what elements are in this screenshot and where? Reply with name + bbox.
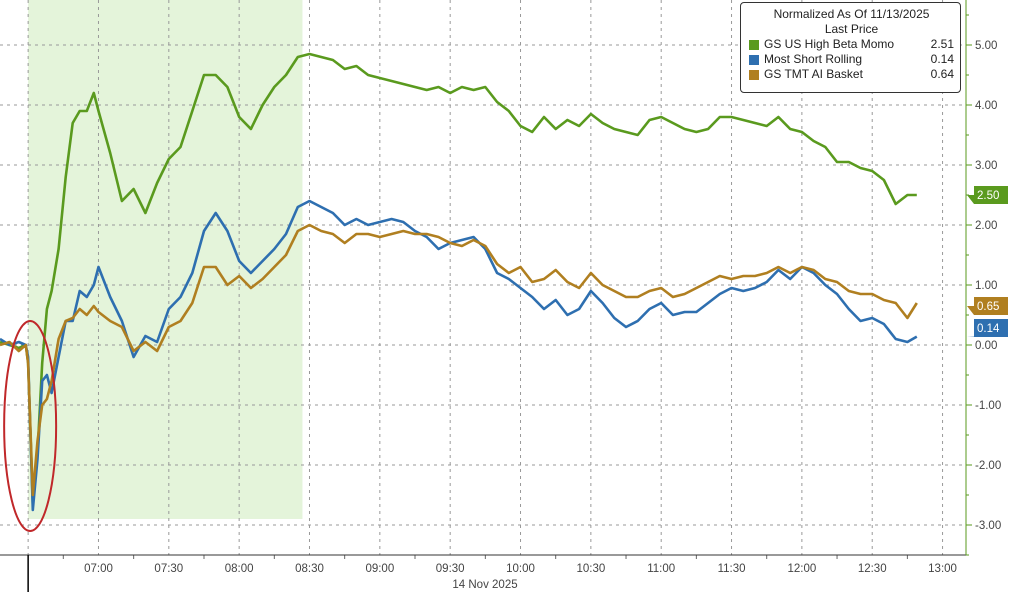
x-tick-label: 10:00 [506,563,535,575]
legend-entry: GS TMT AI Basket 0.64 [749,67,954,82]
legend-entry-value: 0.64 [930,67,954,81]
legend-entry-name: GS TMT AI Basket [764,67,863,81]
y-tick-label: -2.00 [975,460,1001,472]
last-value-badge-label: 0.14 [977,323,1000,335]
series-line [0,223,918,497]
annotation-layer [3,320,58,532]
legend-swatch [749,54,759,65]
x-tick-label: 12:30 [858,563,887,575]
legend-entry: Most Short Rolling 0.14 [749,52,954,67]
y-tick-label: 3.00 [975,160,997,172]
x-tick-label: 07:00 [84,563,113,575]
x-tick-label: 07:30 [154,563,183,575]
x-tick-label: 09:00 [365,563,394,575]
last-value-badge [967,186,1008,204]
series-line [0,52,917,506]
shaded-region-layer [28,0,303,519]
x-axis-date-label: 14 Nov 2025 [452,579,517,591]
y-tick-label: -1.00 [975,400,1001,412]
legend: Normalized As Of 11/13/2025 Last Price G… [740,2,961,93]
red-ellipse-annotation [3,320,58,532]
x-tick-label: 08:30 [295,563,324,575]
y-tick-label: 2.00 [975,220,997,232]
legend-swatch [749,39,759,50]
legend-swatch [749,69,759,80]
x-tick-label: 08:00 [225,563,254,575]
y-tick-label: 1.00 [975,280,997,292]
y-tick-label: 5.00 [975,40,997,52]
legend-entry: GS US High Beta Momo 2.51 [749,37,954,52]
series-line [0,199,918,512]
legend-title: Normalized As Of 11/13/2025 [773,7,930,21]
x-tick-label: 10:30 [576,563,605,575]
y-tick-label: 4.00 [975,100,997,112]
last-value-badge-label: 2.50 [977,190,999,202]
last-value-badge [967,319,1008,337]
last-value-badge [967,297,1008,315]
y-tick-label: -3.00 [975,520,1001,532]
x-tick-label: 11:00 [647,563,675,575]
x-tick-label: 11:30 [718,563,746,575]
last-value-badge-label: 0.65 [977,301,999,313]
legend-subtitle: Last Price [824,22,879,36]
x-tick-label: 09:30 [436,563,465,575]
legend-entry-name: Most Short Rolling [764,52,863,66]
x-tick-label: 12:00 [787,563,816,575]
shaded-region [28,0,303,519]
x-tick-label: 13:00 [928,563,957,575]
legend-entry-name: GS US High Beta Momo [764,37,895,51]
series-layer [0,52,918,512]
legend-entry-value: 2.51 [930,37,954,51]
grid-layer [0,0,966,555]
legend-entry-value: 0.14 [930,52,954,66]
y-tick-label: 0.00 [975,340,997,352]
